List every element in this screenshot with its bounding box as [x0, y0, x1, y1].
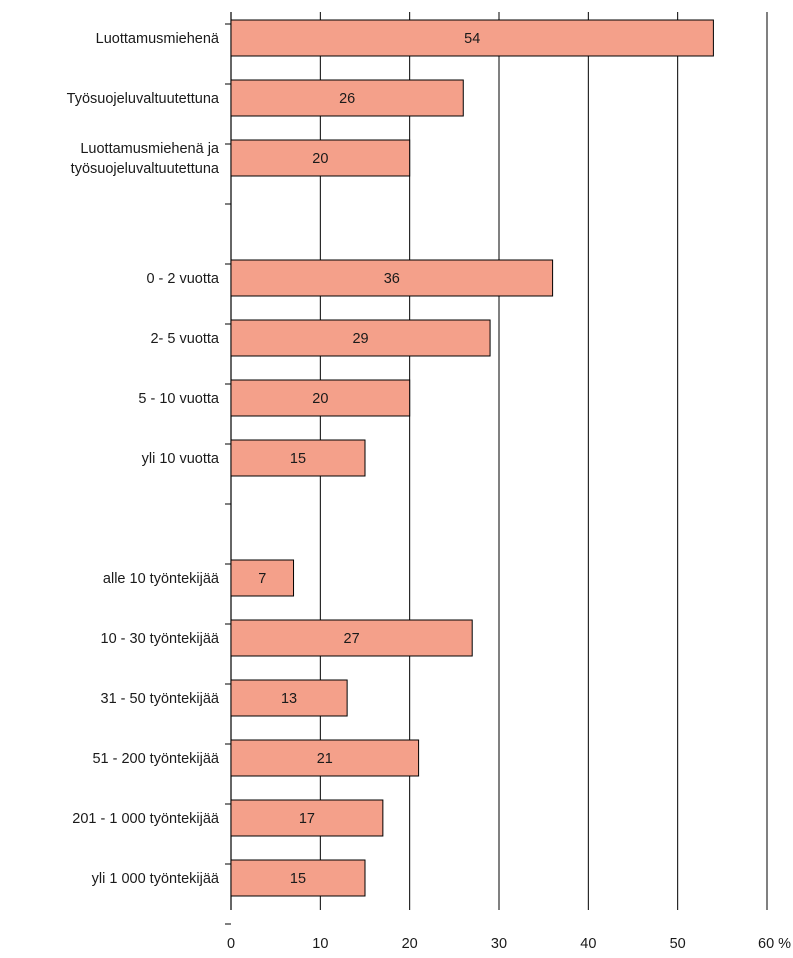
category-label: Luottamusmiehenä ja työsuojeluvaltuutettu…	[71, 141, 220, 177]
category-label: 51 - 200 työntekijää	[92, 751, 219, 767]
category-label: alle 10 työntekijää	[103, 571, 220, 587]
x-tick-label: 60 %	[758, 936, 791, 952]
category-label: 31 - 50 työntekijää	[101, 691, 220, 707]
x-tick-label: 50	[670, 936, 686, 952]
data-label: 15	[290, 871, 306, 887]
data-label: 54	[464, 31, 480, 47]
bar	[230, 559, 295, 597]
x-tick-label: 0	[227, 936, 235, 952]
bar	[230, 319, 491, 357]
data-label: 29	[352, 331, 368, 347]
category-label: Työsuojeluvaltuutettuna	[67, 91, 220, 107]
category-label: 201 - 1 000 työntekijää	[72, 811, 220, 827]
category-label: 0 - 2 vuotta	[146, 271, 219, 287]
bars: 54 26 20 36 29 20 15 7 27 13 21 17 15	[230, 19, 714, 897]
y-axis	[225, 12, 232, 925]
data-label: 20	[312, 391, 328, 407]
x-tick-label: 40	[580, 936, 596, 952]
category-label: 5 - 10 vuotta	[138, 391, 220, 407]
data-label: 15	[290, 451, 306, 467]
bar	[230, 19, 714, 57]
x-tick-label: 10	[312, 936, 328, 952]
data-label: 26	[339, 91, 355, 107]
category-label: yli 10 vuotta	[142, 451, 220, 467]
data-label: 13	[281, 691, 297, 707]
data-label: 21	[317, 751, 333, 767]
bar	[230, 619, 473, 657]
category-labels: Luottamusmiehenä Työsuojeluvaltuutettuna L…	[67, 31, 220, 887]
x-axis-tick-labels: 0 10 20 30 40 50 60 %	[227, 936, 791, 952]
category-label: Luottamusmiehenä	[96, 31, 220, 47]
bar	[230, 679, 348, 717]
x-tick-label: 30	[491, 936, 507, 952]
data-label: 27	[344, 631, 360, 647]
bar	[230, 799, 384, 837]
category-label: 2- 5 vuotta	[150, 331, 219, 347]
category-label: yli 1 000 työntekijää	[92, 871, 220, 887]
bar	[230, 439, 366, 477]
bar	[230, 379, 411, 417]
bar	[230, 139, 411, 177]
bar	[230, 859, 366, 897]
data-label: 36	[384, 271, 400, 287]
data-label: 17	[299, 811, 315, 827]
bar	[230, 79, 464, 117]
data-label: 20	[312, 151, 328, 167]
data-label: 7	[258, 571, 266, 587]
bar	[230, 259, 554, 297]
x-tick-label: 20	[402, 936, 418, 952]
bar	[230, 739, 420, 777]
category-label: 10 - 30 työntekijää	[101, 631, 220, 647]
